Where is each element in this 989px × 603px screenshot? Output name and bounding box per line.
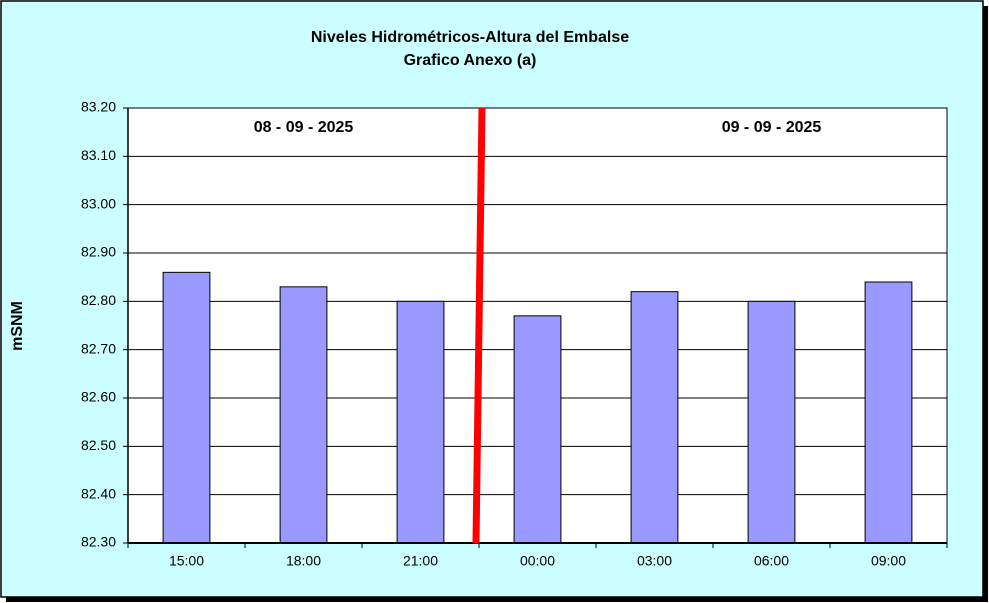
bar [396,300,445,544]
y-tick-label: 82.30 [81,534,116,550]
bar [747,300,796,544]
y-tick-label: 82.50 [81,437,116,453]
bar [864,281,913,544]
bar [513,315,562,544]
y-axis-label: mSNM [9,301,26,351]
y-tick-label: 83.00 [81,195,116,211]
bar [162,271,211,544]
y-tick-label: 82.60 [81,389,116,405]
y-tick-label: 82.40 [81,485,116,501]
bar [630,291,679,544]
bar [279,286,328,544]
x-tick-label: 03:00 [637,553,672,569]
y-tick-label: 82.70 [81,340,116,356]
y-tick-label: 82.90 [81,244,116,260]
chart-title: Niveles Hidrométricos-Altura del Embalse [311,29,629,46]
day-divider [472,107,486,544]
y-tick-label: 83.20 [81,99,116,115]
x-tick-label: 18:00 [286,553,321,569]
chart-subtitle: Grafico Anexo (a) [404,52,537,69]
x-tick-label: 06:00 [754,553,789,569]
annotation: 09 - 09 - 2025 [722,119,822,136]
y-tick-label: 83.10 [81,147,116,163]
x-tick-label: 00:00 [520,553,555,569]
annotation: 08 - 09 - 2025 [254,119,354,136]
y-tick-label: 82.80 [81,292,116,308]
x-tick-label: 09:00 [871,553,906,569]
x-tick-label: 15:00 [169,553,204,569]
x-tick-label: 21:00 [403,553,438,569]
